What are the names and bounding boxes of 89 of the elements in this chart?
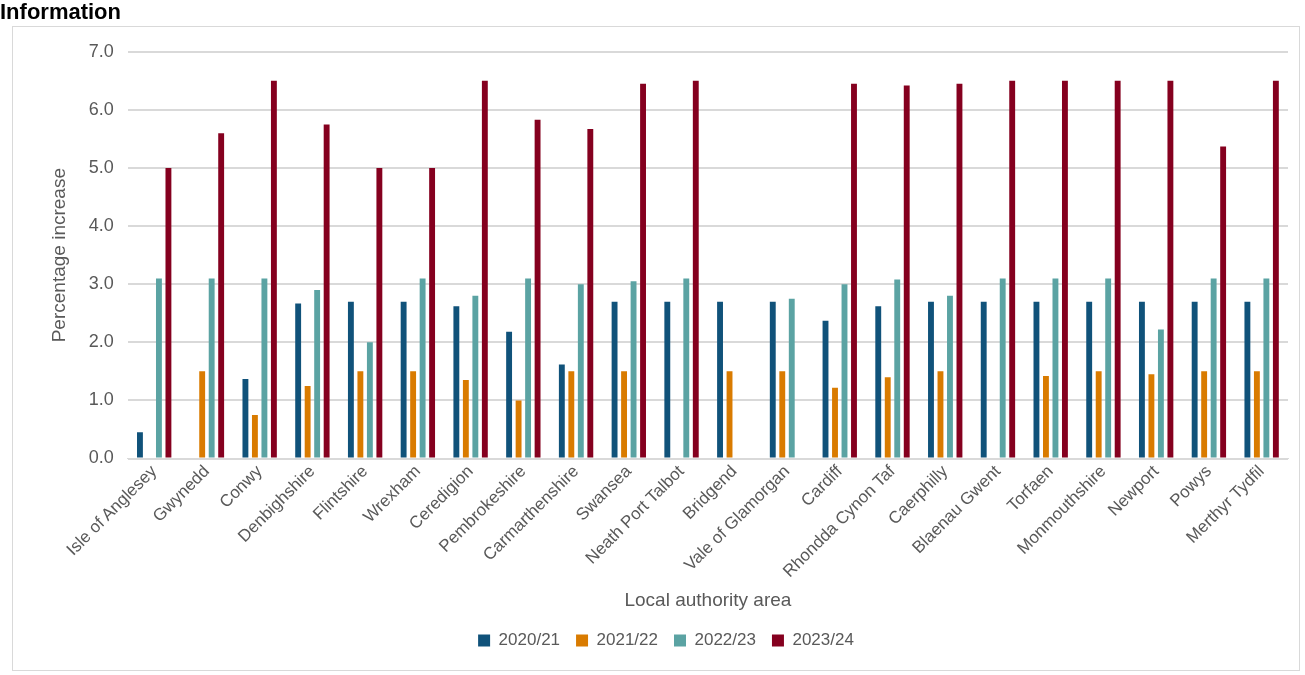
bar xyxy=(218,133,225,458)
y-tick-label: 6.0 xyxy=(88,98,114,119)
bar xyxy=(1157,329,1164,458)
bar xyxy=(1201,371,1208,458)
bar xyxy=(875,306,882,458)
bar xyxy=(1210,278,1217,458)
bar xyxy=(453,306,460,458)
bar xyxy=(506,331,513,458)
bar xyxy=(1220,146,1227,458)
bar xyxy=(376,168,383,458)
bar xyxy=(779,371,786,458)
bar xyxy=(155,278,162,458)
bar xyxy=(683,278,690,458)
bar xyxy=(587,129,594,458)
bar xyxy=(323,124,330,458)
bar xyxy=(270,80,277,458)
bar xyxy=(769,301,776,458)
bar xyxy=(1244,301,1251,458)
bar xyxy=(999,278,1006,458)
bar xyxy=(515,400,522,458)
bar xyxy=(1272,80,1279,458)
bar xyxy=(903,85,910,458)
bar xyxy=(621,371,628,458)
bar xyxy=(611,301,618,458)
bar xyxy=(1009,80,1016,458)
bar xyxy=(1043,376,1049,458)
bar xyxy=(1095,371,1102,458)
y-tick-label: 1.0 xyxy=(88,389,114,410)
bar xyxy=(419,278,426,458)
bar xyxy=(347,301,354,458)
legend-label: 2022/23 xyxy=(694,630,756,650)
bar xyxy=(1148,374,1155,458)
legend-label: 2021/22 xyxy=(596,630,658,650)
bar xyxy=(884,377,891,458)
bar xyxy=(851,83,857,458)
bar xyxy=(208,278,215,458)
bar xyxy=(525,278,532,458)
bar xyxy=(472,295,479,458)
y-tick-label: 4.0 xyxy=(88,215,114,236)
bar xyxy=(1263,278,1270,458)
bar xyxy=(481,80,488,458)
bar xyxy=(1105,278,1112,458)
bar xyxy=(928,301,934,458)
bar xyxy=(314,290,321,458)
bar xyxy=(1086,301,1093,458)
bar xyxy=(165,168,172,458)
y-tick-label: 7.0 xyxy=(88,40,114,61)
y-axis-title: Percentage increase xyxy=(47,168,69,343)
bar xyxy=(640,83,646,458)
bar xyxy=(558,364,565,458)
bar xyxy=(692,80,699,458)
bar xyxy=(199,371,206,458)
bar xyxy=(1138,301,1145,458)
bar xyxy=(1061,80,1068,458)
bar xyxy=(366,342,373,458)
bar xyxy=(980,301,987,458)
bar xyxy=(261,278,268,458)
bar xyxy=(137,432,143,458)
bar xyxy=(1191,301,1198,458)
bar xyxy=(429,168,436,458)
bar xyxy=(568,371,575,458)
chart-title: Information xyxy=(0,0,121,24)
bar xyxy=(717,301,723,458)
bar xyxy=(242,378,249,458)
bar xyxy=(832,387,838,458)
y-tick-label: 3.0 xyxy=(88,273,114,294)
bar xyxy=(295,303,302,458)
bar xyxy=(664,301,671,458)
bar xyxy=(1167,80,1174,458)
bar xyxy=(304,385,311,458)
legend-label: 2020/21 xyxy=(498,630,561,650)
y-tick-label: 5.0 xyxy=(88,156,114,177)
bar xyxy=(251,414,258,458)
bar xyxy=(462,380,469,458)
bar xyxy=(894,279,901,458)
bar xyxy=(788,298,795,458)
y-tick-label: 0.0 xyxy=(88,447,114,468)
bar xyxy=(1052,278,1059,458)
bar xyxy=(1114,80,1121,458)
bar xyxy=(534,119,541,458)
bar xyxy=(400,301,407,458)
bar xyxy=(577,284,584,458)
bar xyxy=(410,371,417,458)
bar xyxy=(357,371,364,458)
bar xyxy=(947,295,953,458)
legend-label: 2023/24 xyxy=(792,630,854,650)
y-tick-label: 2.0 xyxy=(88,331,114,352)
x-axis-title: Local authority area xyxy=(624,588,792,610)
bar xyxy=(1253,371,1260,458)
